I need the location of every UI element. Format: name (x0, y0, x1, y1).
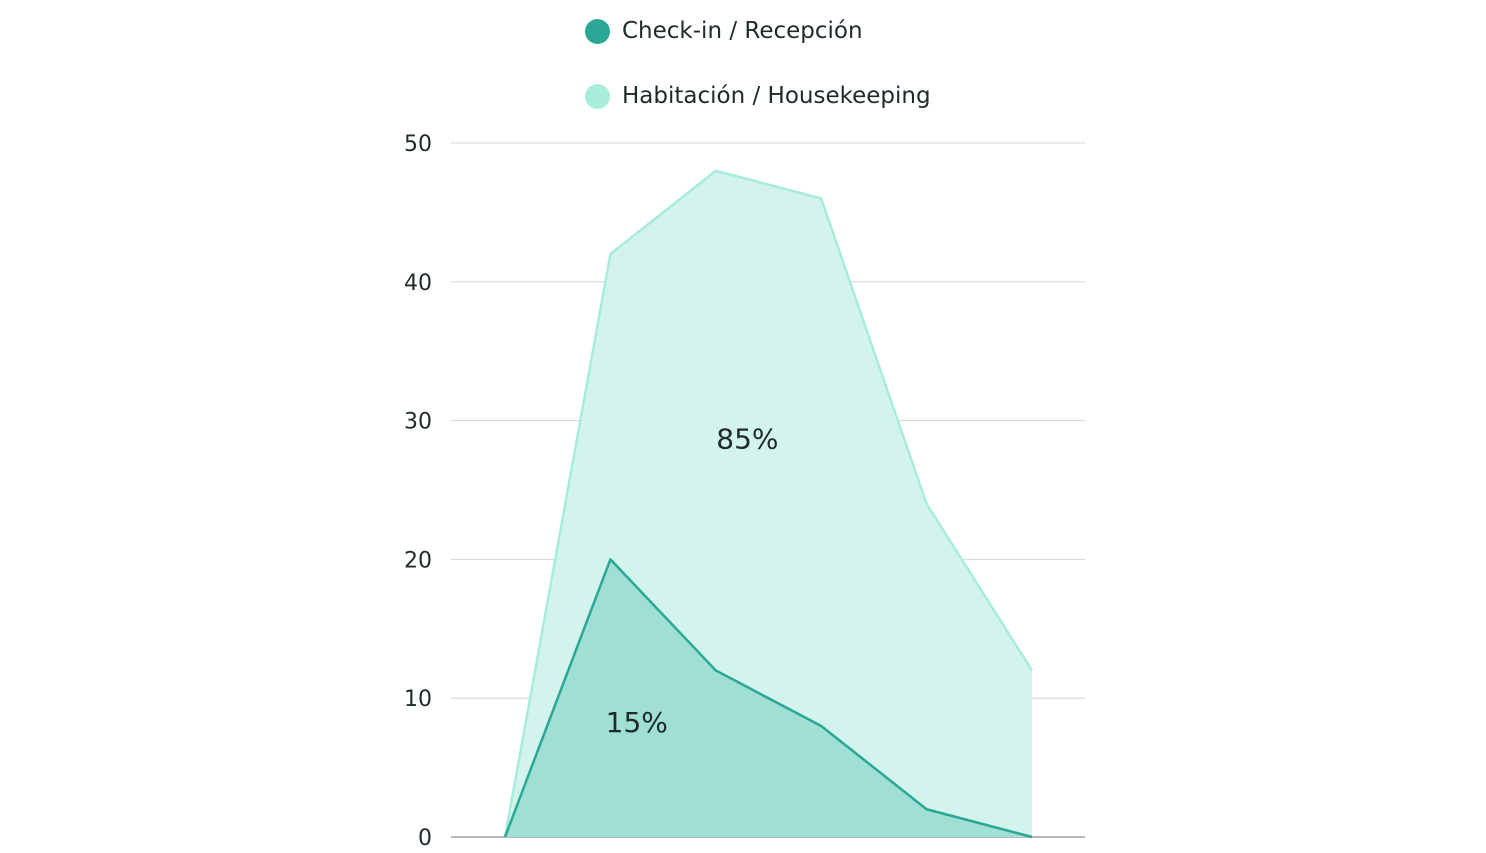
data-label: 85% (716, 423, 778, 456)
chart-legend: Check-in / Recepción Habitación / Housek… (585, 14, 931, 144)
legend-label-checkin: Check-in / Recepción (622, 18, 863, 44)
series-line-0 (503, 169, 1034, 838)
y-tick-label: 0 (418, 826, 432, 851)
legend-item-housekeeping: Habitación / Housekeeping (585, 79, 931, 113)
data-label: 15% (606, 706, 668, 739)
legend-swatch-housekeeping (585, 83, 610, 109)
legend-label-housekeeping: Habitación / Housekeeping (622, 83, 931, 109)
legend-item-checkin: Check-in / Recepción (585, 14, 931, 48)
series-line-1 (503, 558, 1033, 839)
y-tick-label: 40 (404, 271, 432, 296)
legend-swatch-checkin (585, 18, 610, 44)
y-tick-label: 50 (404, 132, 432, 157)
y-tick-label: 10 (404, 687, 432, 712)
y-tick-label: 30 (404, 410, 432, 435)
y-tick-label: 20 (404, 548, 432, 573)
